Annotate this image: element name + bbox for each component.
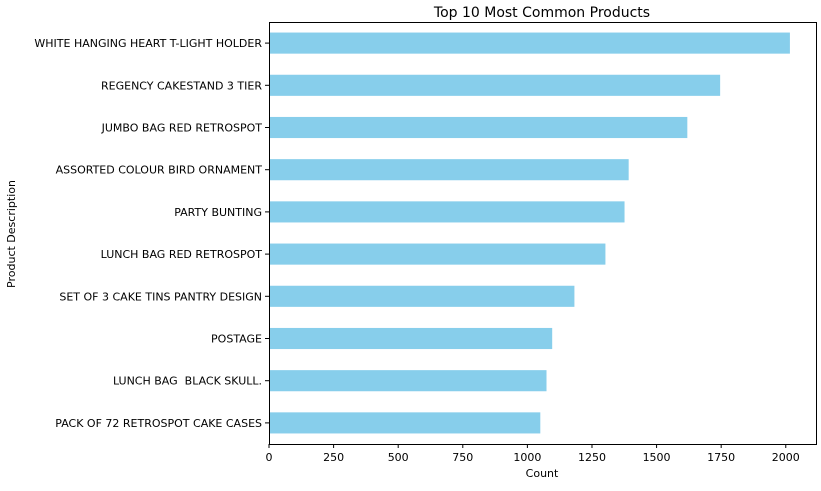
x-tick-label: 2000	[772, 451, 800, 464]
y-tick-label: POSTAGE	[211, 333, 262, 346]
y-tick-label: LUNCH BAG BLACK SKULL.	[113, 375, 262, 388]
x-tick-label: 1500	[643, 451, 671, 464]
bar	[270, 201, 625, 223]
bar	[270, 370, 547, 392]
bar	[270, 243, 606, 265]
bar	[270, 327, 553, 350]
x-tick-label: 500	[388, 451, 409, 464]
bar	[270, 32, 790, 54]
y-ticks-group: WHITE HANGING HEART T-LIGHT HOLDER REGENC…	[34, 37, 269, 430]
x-tick-label: 750	[452, 451, 473, 464]
y-tick-label: REGENCY CAKESTAND 3 TIER	[101, 79, 262, 92]
bar	[270, 74, 721, 96]
bar	[270, 412, 541, 434]
y-tick-label: ASSORTED COLOUR BIRD ORNAMENT	[56, 164, 263, 177]
x-tick-label: 1000	[513, 451, 541, 464]
y-tick-label: LUNCH BAG RED RETROSPOT	[101, 248, 263, 261]
y-tick-label: SET OF 3 CAKE TINS PANTRY DESIGN	[59, 290, 262, 303]
plot-frame	[269, 22, 817, 445]
y-tick-label: PARTY BUNTING	[174, 206, 262, 219]
y-axis-label: Product Description	[5, 180, 18, 288]
x-ticks-group: 0 250 500 750 1000 1250 1500 1750 2000	[266, 444, 800, 464]
x-axis-label: Count	[526, 467, 559, 480]
x-tick-label: 0	[266, 451, 273, 464]
bars-group	[270, 32, 790, 434]
y-tick-label: JUMBO BAG RED RETROSPOT	[101, 122, 263, 135]
x-tick-label: 1750	[707, 451, 735, 464]
bar	[270, 116, 688, 139]
y-tick-label: PACK OF 72 RETROSPOT CAKE CASES	[55, 417, 262, 430]
y-tick-label: WHITE HANGING HEART T-LIGHT HOLDER	[34, 37, 262, 50]
bar	[270, 159, 629, 181]
x-tick-label: 250	[323, 451, 344, 464]
bar	[270, 285, 575, 307]
x-tick-label: 1250	[578, 451, 606, 464]
chart-title: Top 10 Most Common Products	[433, 5, 650, 21]
